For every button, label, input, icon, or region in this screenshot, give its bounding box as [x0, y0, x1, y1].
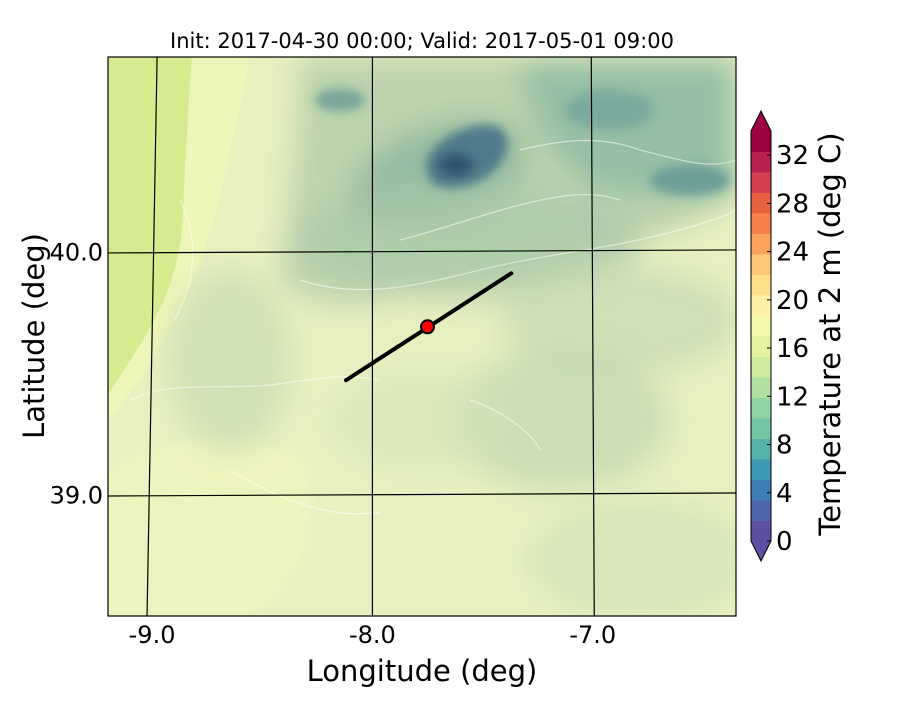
graticule [108, 57, 736, 616]
y-axis-label: Latitude (deg) [17, 233, 51, 439]
meridian-line [590, 57, 595, 616]
colorbar-max-arrow [751, 111, 771, 131]
colorbar-segment [751, 356, 771, 378]
colorbar-segment [751, 397, 771, 419]
x-tick-label: -9.0 [129, 621, 176, 649]
colorbar-tick-label: 24 [776, 238, 809, 268]
colorbar-segment [751, 438, 771, 460]
colorbar-tick-label: 32 [776, 141, 809, 171]
highland-shading [170, 57, 736, 616]
colorbar-segment [751, 192, 771, 214]
parallel-line [108, 492, 736, 497]
colorbar-segment [751, 151, 771, 173]
colorbar-segment [751, 254, 771, 275]
y-tick-label: 40.0 [50, 238, 103, 266]
x-axis-label: Longitude (deg) [307, 654, 538, 688]
colorbar-segment [751, 315, 771, 337]
colorbar-segment [751, 213, 771, 234]
colorbar-tick-label: 20 [776, 286, 809, 316]
colorbar-segment [751, 479, 771, 501]
colorbar-segment [751, 459, 771, 480]
coastal-band [108, 57, 250, 420]
contour-lines [129, 139, 736, 515]
colorbar-segment [751, 295, 771, 316]
colorbar-tick-label: 8 [776, 431, 793, 461]
colorbar-segment [751, 377, 771, 398]
colorbar-segment [751, 336, 771, 357]
colorbar-label: Temperature at 2 m (deg C) [813, 132, 847, 536]
colorbar-segment [751, 172, 771, 193]
colorbar-segment [751, 500, 771, 521]
y-tick-label: 39.0 [50, 481, 103, 509]
figure-title: Init: 2017-04-30 00:00; Valid: 2017-05-0… [170, 29, 674, 53]
peak-region [315, 88, 730, 195]
colorbar-tick-label: 12 [776, 382, 809, 412]
x-tick-labels: -9.0 -8.0 -7.0 [129, 621, 617, 649]
transect-center-point [420, 319, 436, 335]
colorbar-segment [751, 418, 771, 439]
x-tick-label: -8.0 [349, 621, 396, 649]
y-tick-labels: 40.0 39.0 [50, 238, 103, 509]
parallel-line [108, 249, 736, 254]
colorbar-tick-label: 4 [776, 479, 793, 509]
coastal-warm-region [108, 57, 192, 395]
colorbar: 0 4 8 12 16 20 24 28 32 [750, 109, 809, 563]
colorbar-tick-label: 16 [776, 334, 809, 364]
colorbar-segment [751, 274, 771, 296]
x-tick-label: -7.0 [569, 621, 616, 649]
meridian-line [146, 57, 158, 616]
colorbar-min-arrow [751, 541, 771, 561]
colorbar-segment [751, 131, 771, 152]
temperature-map [108, 57, 736, 616]
colorbar-tick-label: 28 [776, 189, 809, 219]
colorbar-segment [751, 233, 771, 255]
colorbar-tick-label: 0 [776, 527, 793, 557]
plot-frame [107, 56, 737, 617]
southwest-lowlands [108, 440, 312, 616]
colorbar-segment [751, 520, 771, 542]
